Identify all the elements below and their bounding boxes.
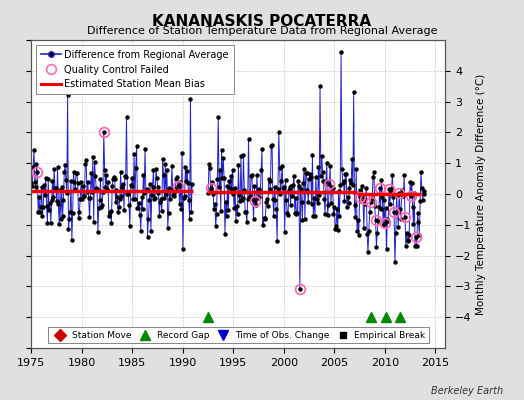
Text: Difference of Station Temperature Data from Regional Average: Difference of Station Temperature Data f…: [87, 26, 437, 36]
Legend: Station Move, Record Gap, Time of Obs. Change, Empirical Break: Station Move, Record Gap, Time of Obs. C…: [48, 327, 429, 344]
Y-axis label: Monthly Temperature Anomaly Difference (°C): Monthly Temperature Anomaly Difference (…: [476, 73, 486, 315]
Text: Berkeley Earth: Berkeley Earth: [431, 386, 503, 396]
Text: KANANASKIS POCATERRA: KANANASKIS POCATERRA: [152, 14, 372, 29]
